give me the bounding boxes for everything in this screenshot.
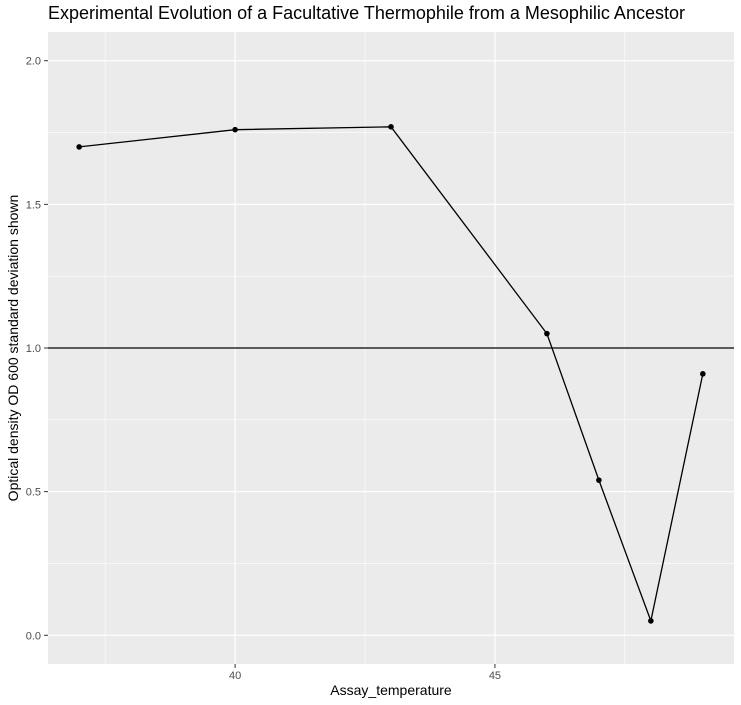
- y-axis-label-line: Optical density OD 600 standard deviatio…: [5, 195, 21, 502]
- x-tick-label: 40: [229, 670, 241, 682]
- chart-title: Experimental Evolution of a Facultative …: [48, 3, 685, 23]
- data-point: [648, 618, 654, 624]
- data-point: [700, 371, 706, 377]
- y-tick-label: 0.0: [26, 630, 41, 642]
- y-tick-label: 1.5: [26, 199, 41, 211]
- x-axis-label: Assay_temperature: [330, 682, 452, 698]
- data-point: [76, 144, 82, 150]
- data-point: [544, 330, 550, 337]
- y-axis-ticks: 0.0 0.5 1.0 1.5 2.0: [26, 56, 48, 642]
- data-points: [76, 124, 706, 624]
- data-point: [232, 126, 238, 133]
- data-point: [388, 124, 394, 130]
- y-axis-label: Optical density OD 600 standard deviatio…: [5, 195, 21, 502]
- x-tick-label: 45: [489, 670, 501, 682]
- y-tick-label: 2.0: [26, 56, 41, 68]
- x-axis-ticks: 40 45: [229, 664, 501, 682]
- data-point: [596, 477, 602, 483]
- y-tick-label: 0.5: [26, 487, 41, 499]
- y-tick-label: 1.0: [26, 343, 41, 355]
